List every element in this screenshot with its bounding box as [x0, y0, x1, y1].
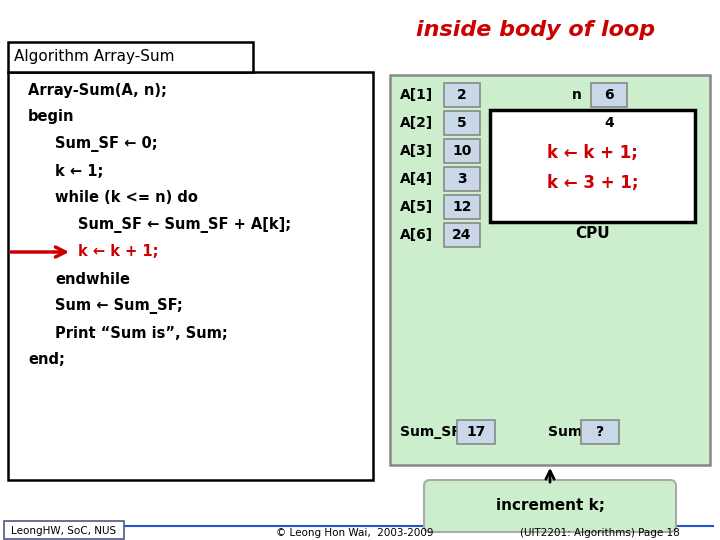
- FancyBboxPatch shape: [581, 420, 619, 444]
- Text: Sum_SF: Sum_SF: [400, 425, 461, 439]
- Text: © Leong Hon Wai,  2003-2009: © Leong Hon Wai, 2003-2009: [276, 528, 433, 538]
- Text: A[1]: A[1]: [400, 88, 433, 102]
- Text: n: n: [572, 88, 582, 102]
- Text: 2: 2: [457, 88, 467, 102]
- FancyBboxPatch shape: [8, 72, 373, 480]
- Text: Print “Sum is”, Sum;: Print “Sum is”, Sum;: [55, 326, 228, 341]
- Text: k ← 1;: k ← 1;: [55, 164, 104, 179]
- Text: A[6]: A[6]: [400, 228, 433, 242]
- Text: end;: end;: [28, 353, 65, 368]
- Text: 3: 3: [457, 172, 467, 186]
- FancyBboxPatch shape: [591, 83, 627, 107]
- Text: 10: 10: [452, 144, 472, 158]
- Text: Sum_SF ← 0;: Sum_SF ← 0;: [55, 136, 158, 152]
- Text: Array-Sum(A, n);: Array-Sum(A, n);: [28, 83, 167, 98]
- Text: increment k;: increment k;: [495, 498, 605, 514]
- Text: LeongHW, SoC, NUS: LeongHW, SoC, NUS: [12, 526, 117, 536]
- Text: A[4]: A[4]: [400, 172, 433, 186]
- FancyBboxPatch shape: [444, 139, 480, 163]
- Text: ?: ?: [596, 425, 604, 439]
- FancyBboxPatch shape: [390, 75, 710, 465]
- FancyBboxPatch shape: [444, 111, 480, 135]
- Text: Sum_SF ← Sum_SF + A[k];: Sum_SF ← Sum_SF + A[k];: [78, 217, 291, 233]
- FancyBboxPatch shape: [424, 480, 676, 532]
- Text: 12: 12: [452, 200, 472, 214]
- Text: endwhile: endwhile: [55, 272, 130, 287]
- Text: k: k: [572, 116, 581, 130]
- FancyBboxPatch shape: [444, 195, 480, 219]
- Text: A[5]: A[5]: [400, 200, 433, 214]
- FancyBboxPatch shape: [490, 110, 695, 222]
- Text: CPU: CPU: [575, 226, 610, 241]
- Text: 24: 24: [452, 228, 472, 242]
- Text: while (k <= n) do: while (k <= n) do: [55, 191, 198, 206]
- Text: 17: 17: [467, 425, 486, 439]
- Text: inside body of loop: inside body of loop: [415, 20, 654, 40]
- Text: k ← k + 1;: k ← k + 1;: [78, 245, 158, 260]
- Text: 5: 5: [457, 116, 467, 130]
- Text: k ← 3 + 1;: k ← 3 + 1;: [546, 174, 638, 192]
- Text: 6: 6: [604, 88, 614, 102]
- Text: Sum: Sum: [548, 425, 582, 439]
- FancyBboxPatch shape: [8, 42, 253, 72]
- Text: begin: begin: [28, 110, 74, 125]
- FancyBboxPatch shape: [444, 223, 480, 247]
- Text: 4: 4: [604, 116, 614, 130]
- FancyBboxPatch shape: [444, 167, 480, 191]
- Text: Algorithm Array-Sum: Algorithm Array-Sum: [14, 50, 174, 64]
- Text: (UIT2201: Algorithms) Page 18: (UIT2201: Algorithms) Page 18: [520, 528, 680, 538]
- Text: k ← k + 1;: k ← k + 1;: [547, 144, 638, 161]
- FancyBboxPatch shape: [444, 83, 480, 107]
- Text: A[2]: A[2]: [400, 116, 433, 130]
- FancyBboxPatch shape: [457, 420, 495, 444]
- Text: Sum ← Sum_SF;: Sum ← Sum_SF;: [55, 298, 183, 314]
- FancyBboxPatch shape: [4, 521, 124, 539]
- Text: A[3]: A[3]: [400, 144, 433, 158]
- FancyBboxPatch shape: [591, 111, 627, 135]
